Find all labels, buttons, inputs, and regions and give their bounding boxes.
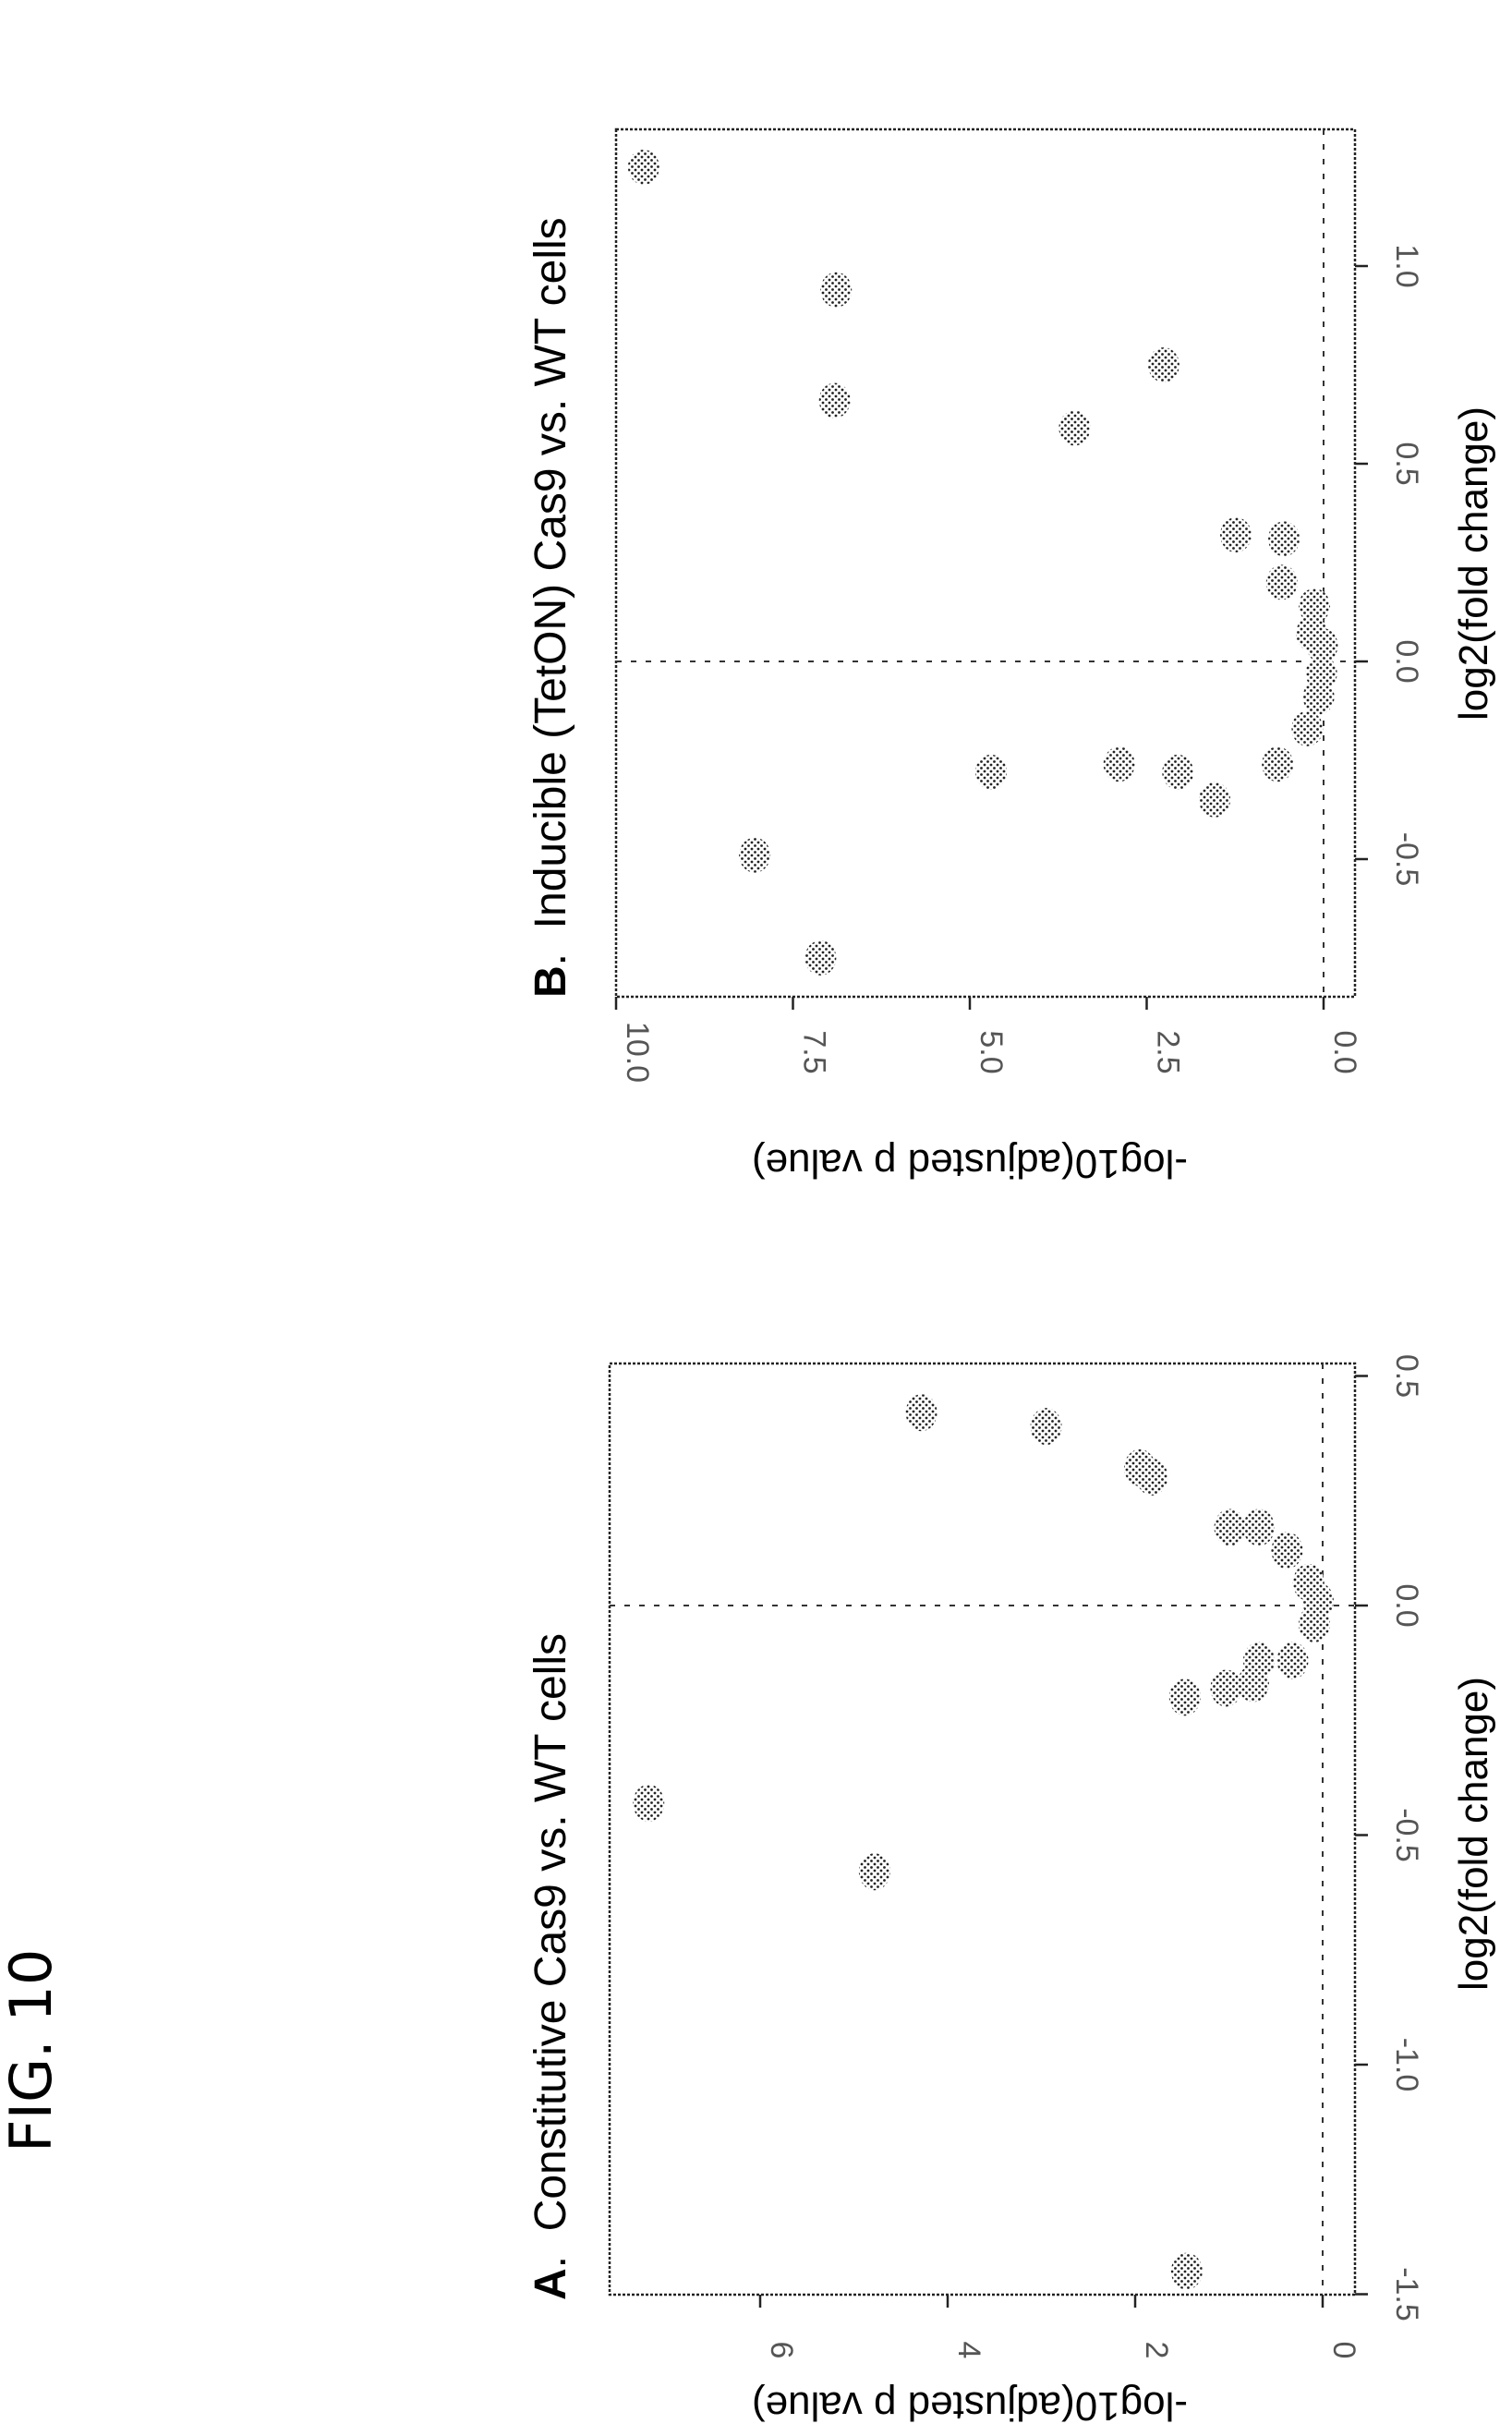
- panel-b-data-point: [1262, 746, 1294, 782]
- panel-b-title-text: Inducible (TetON) Cas9 vs. WT cells: [526, 217, 575, 928]
- panel-a-x-tick-label: -0.5: [1389, 1808, 1424, 1862]
- panel-b-data-point: [1299, 588, 1331, 624]
- panel-b-data-point: [1291, 710, 1324, 746]
- panel-a-data-point: [1030, 1408, 1062, 1446]
- panel-a-x-tick-label: 0.0: [1389, 1583, 1424, 1627]
- panel-a-x-tick-label: -1.0: [1389, 2038, 1424, 2092]
- panel-b-y-tick-label: 10.0: [620, 1022, 655, 1083]
- panel-a-data-point: [858, 1853, 890, 1891]
- panel-a-data-point: [1298, 1605, 1330, 1642]
- panel-a-data-point: [905, 1394, 937, 1432]
- panel-a-data-point: [1237, 1665, 1269, 1703]
- panel-b-y-axis-label: -log10(adjusted p value): [752, 1141, 1188, 1186]
- panel-a-data-point: [1271, 1532, 1303, 1569]
- panel-b: B. Inducible (TetON) Cas9 vs. WT cells 0…: [526, 127, 1496, 1186]
- panel-a-frame: [608, 1362, 1357, 2297]
- panel-b-y-tick-label: 0.0: [1327, 1030, 1362, 1073]
- panel-a-x-tick-label: -1.5: [1389, 2267, 1424, 2321]
- panel-b-data-point: [1058, 410, 1091, 446]
- panel-b-x-tick-label: -0.5: [1389, 832, 1424, 887]
- panel-a-y-axis-label: -log10(adjusted p value): [752, 2383, 1188, 2429]
- panel-b-data-point: [1162, 754, 1194, 790]
- panel-b-period: .: [526, 928, 575, 965]
- panel-b-title: B. Inducible (TetON) Cas9 vs. WT cells: [526, 217, 575, 998]
- panel-b-data-point: [1220, 517, 1252, 553]
- panel-b-data-point: [1302, 679, 1335, 715]
- panel-b-marks: 0.0 2.5 5.0 7.5 10.0 -0.5 0.0 0.5 1.0: [614, 129, 1424, 1083]
- panel-b-x-tick-label: 0.0: [1389, 639, 1424, 683]
- panel-a-y-tick-label: 2: [1139, 2342, 1174, 2359]
- panel-a-data-point: [1170, 2252, 1203, 2290]
- panel-b-data-point: [739, 837, 771, 873]
- panel-a-title: A. Constitutive Cas9 vs. WT cells: [526, 1633, 575, 2300]
- panel-a-y-tick-label: 4: [951, 2342, 986, 2359]
- panel-a-data-point: [1210, 1669, 1242, 1707]
- panel-b-data-point: [1103, 746, 1135, 782]
- panel-a-data-point: [1214, 1509, 1246, 1546]
- panel-a-marks: 0 2 4 6 -1.5 -1.0 -0.5 0.0 0.5: [610, 1354, 1424, 2359]
- panel-b-y-tick-label: 7.5: [797, 1030, 832, 1073]
- panel-b-data-point: [818, 382, 851, 418]
- panel-b-data-point: [1147, 347, 1179, 382]
- panel-a-data-point: [1124, 1448, 1156, 1486]
- panel-b-data-point: [627, 150, 659, 185]
- panel-b-x-tick-label: 0.5: [1389, 442, 1424, 485]
- panel-b-data-point: [1265, 564, 1298, 600]
- panel-b-frame: [614, 127, 1357, 999]
- panel-a-x-axis-label: log2(fold change): [1451, 1677, 1496, 1991]
- panel-b-data-point: [1268, 521, 1300, 557]
- panel-b-data-point: [1199, 782, 1231, 818]
- panel-a-data-point: [1276, 1642, 1309, 1679]
- panel-b-data-point: [820, 272, 853, 308]
- panel-a-x-tick-label: 0.5: [1389, 1354, 1424, 1398]
- panel-a-y-tick-label: 6: [764, 2342, 799, 2359]
- panel-b-data-point: [1306, 627, 1338, 663]
- panel-b-y-tick-label: 5.0: [974, 1030, 1009, 1073]
- panel-b-x-axis-label: log2(fold change): [1451, 406, 1496, 721]
- panel-b-y-tick-label: 2.5: [1151, 1030, 1186, 1073]
- panel-a-data-point: [1242, 1509, 1275, 1546]
- panel-a-period: .: [526, 2231, 575, 2268]
- panel-b-letter: B: [526, 965, 575, 998]
- panel-a-letter: A: [526, 2268, 575, 2300]
- panel-b-data-point: [804, 940, 837, 976]
- figure-label: FIG. 10: [0, 1949, 65, 2152]
- panel-a: A. Constitutive Cas9 vs. WT cells 0 2 4 6 -1…: [526, 1354, 1496, 2429]
- panel-b-data-point: [974, 754, 1007, 790]
- panel-a-y-tick-label: 0: [1326, 2342, 1361, 2359]
- panel-a-data-point: [1168, 1679, 1201, 1716]
- panel-b-x-tick-label: 1.0: [1389, 244, 1424, 287]
- panel-a-data-point: [633, 1784, 665, 1822]
- panel-a-title-text: Constitutive Cas9 vs. WT cells: [526, 1633, 575, 2231]
